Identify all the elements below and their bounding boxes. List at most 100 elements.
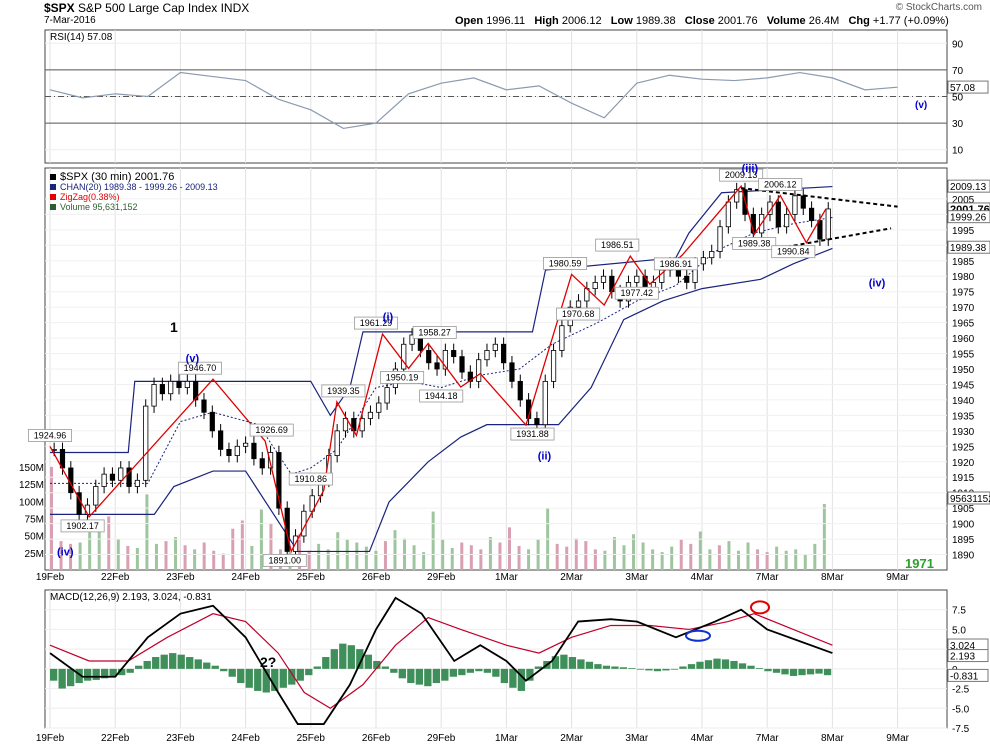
candle-body xyxy=(542,380,548,426)
volume-bar xyxy=(393,530,397,570)
candle-body xyxy=(409,334,415,345)
swing-label-box xyxy=(177,361,222,375)
macd-frame xyxy=(44,589,948,729)
rsi-value-tag xyxy=(947,80,989,94)
swing-label: 1958.27 xyxy=(418,327,451,337)
volume-tick-label: 25M xyxy=(25,549,44,560)
swing-label-box xyxy=(380,371,425,384)
volume-bar xyxy=(794,549,798,570)
swing-label-box xyxy=(758,178,803,191)
swing-label: 1986.91 xyxy=(660,259,693,269)
triangle-lower-line xyxy=(786,227,892,248)
price-tick-label: 1960 xyxy=(952,334,975,345)
volume-bar xyxy=(632,534,636,570)
date-tick-label: 1Mar xyxy=(495,572,518,583)
candle-body xyxy=(559,325,565,351)
swing-label: 1980.59 xyxy=(549,258,582,268)
macd-histogram-bar xyxy=(602,665,611,669)
volume-bar xyxy=(69,543,73,570)
candle-body xyxy=(401,343,407,370)
price-tick-label: 1935 xyxy=(952,411,975,422)
swing-label-box xyxy=(719,168,764,182)
candle-body xyxy=(709,251,715,259)
volume-bar xyxy=(717,545,721,570)
date-tick-label: 25Feb xyxy=(297,733,326,744)
macd-histogram-bar xyxy=(305,668,313,676)
swing-label-box xyxy=(771,245,816,259)
macd-histogram-bar xyxy=(526,668,534,681)
macd-histogram-bar xyxy=(152,657,160,669)
rsi-line xyxy=(49,71,898,130)
candle-body xyxy=(517,380,523,401)
rsi-tick-label: 70 xyxy=(952,66,964,77)
swing-label: 1924.96 xyxy=(34,430,67,440)
volume-bar xyxy=(135,548,139,570)
swing-label-box xyxy=(595,238,640,252)
price-tick-label: 1965 xyxy=(952,319,975,330)
date-tick-label: 4Mar xyxy=(691,733,714,744)
volume-tick-label: 100M xyxy=(19,497,44,508)
date-tick-label: 7Mar xyxy=(756,572,779,583)
macd-histogram-bar xyxy=(415,668,423,685)
volume-bar xyxy=(593,549,597,570)
low-value: 1989.38 xyxy=(635,15,676,27)
price-tick-label: 1925 xyxy=(952,442,975,453)
high-value: 2006.12 xyxy=(561,15,602,27)
volume-bar xyxy=(221,553,225,570)
swing-label: 1926.69 xyxy=(255,425,288,435)
volume-bar xyxy=(698,531,702,570)
macd-value-tag xyxy=(947,668,989,682)
swing-label: 1977.42 xyxy=(621,288,654,298)
macd-histogram-bar xyxy=(645,668,653,671)
macd-histogram-bar xyxy=(551,656,560,669)
volume-bar xyxy=(269,523,273,570)
triangle-upper-line xyxy=(741,187,898,208)
volume-bar xyxy=(307,550,311,570)
macd-histogram-bar xyxy=(594,664,602,669)
swing-label-box xyxy=(60,519,105,533)
volume-bar xyxy=(660,552,664,570)
macd-histogram-bar xyxy=(560,654,568,669)
macd-histogram-bar xyxy=(101,668,109,679)
volume-tick-label: 150M xyxy=(19,463,44,474)
price-tick-label: 1895 xyxy=(952,535,975,546)
swing-label-box xyxy=(556,307,601,321)
macd-histogram-bar xyxy=(58,668,66,689)
date-tick-label: 26Feb xyxy=(362,733,391,744)
macd-histogram-bar xyxy=(50,668,58,681)
candle-body xyxy=(276,452,282,509)
swing-label: 1990.84 xyxy=(777,247,810,257)
macd-histogram-bar xyxy=(296,668,304,681)
axes: 19Feb 19Feb 22Feb 22Feb 23Feb 23Feb 24Feb 24Feb… xyxy=(19,39,990,744)
price-tag-box xyxy=(947,179,990,193)
macd-histogram-bar xyxy=(509,668,517,688)
volume-bar xyxy=(193,549,197,570)
volume-bar xyxy=(97,527,101,570)
macd-histogram-bar xyxy=(390,668,398,673)
volume-bar xyxy=(813,543,817,570)
candle-body xyxy=(201,399,207,413)
macd-histogram-bar xyxy=(764,668,772,672)
wave-label: (iii) xyxy=(742,163,759,175)
candle-body xyxy=(800,195,806,209)
volume-bar xyxy=(651,549,655,570)
swing-label-box xyxy=(288,472,333,486)
wave-label: (iv) xyxy=(57,546,74,558)
candle-body xyxy=(467,371,473,382)
candle-body xyxy=(251,442,257,460)
price-tick-label: 1970 xyxy=(952,303,975,314)
volume-bar xyxy=(88,532,92,570)
legend-swatch xyxy=(50,184,56,190)
volume-bar xyxy=(517,545,521,570)
volume-bar xyxy=(708,549,712,570)
date-tick-label: 7Mar xyxy=(756,733,779,744)
swing-label-box xyxy=(27,429,73,442)
price-tick-label: 1985 xyxy=(952,257,975,268)
macd-histogram-bar xyxy=(730,660,738,669)
date-tick-label: 25Feb xyxy=(297,572,326,583)
price-tick-label: 1995 xyxy=(952,226,975,237)
swing-label-box xyxy=(249,423,294,437)
candle-body xyxy=(267,452,274,469)
rsi-tick-label: 50 xyxy=(952,93,964,104)
price-tick-label: 1950 xyxy=(952,365,975,376)
